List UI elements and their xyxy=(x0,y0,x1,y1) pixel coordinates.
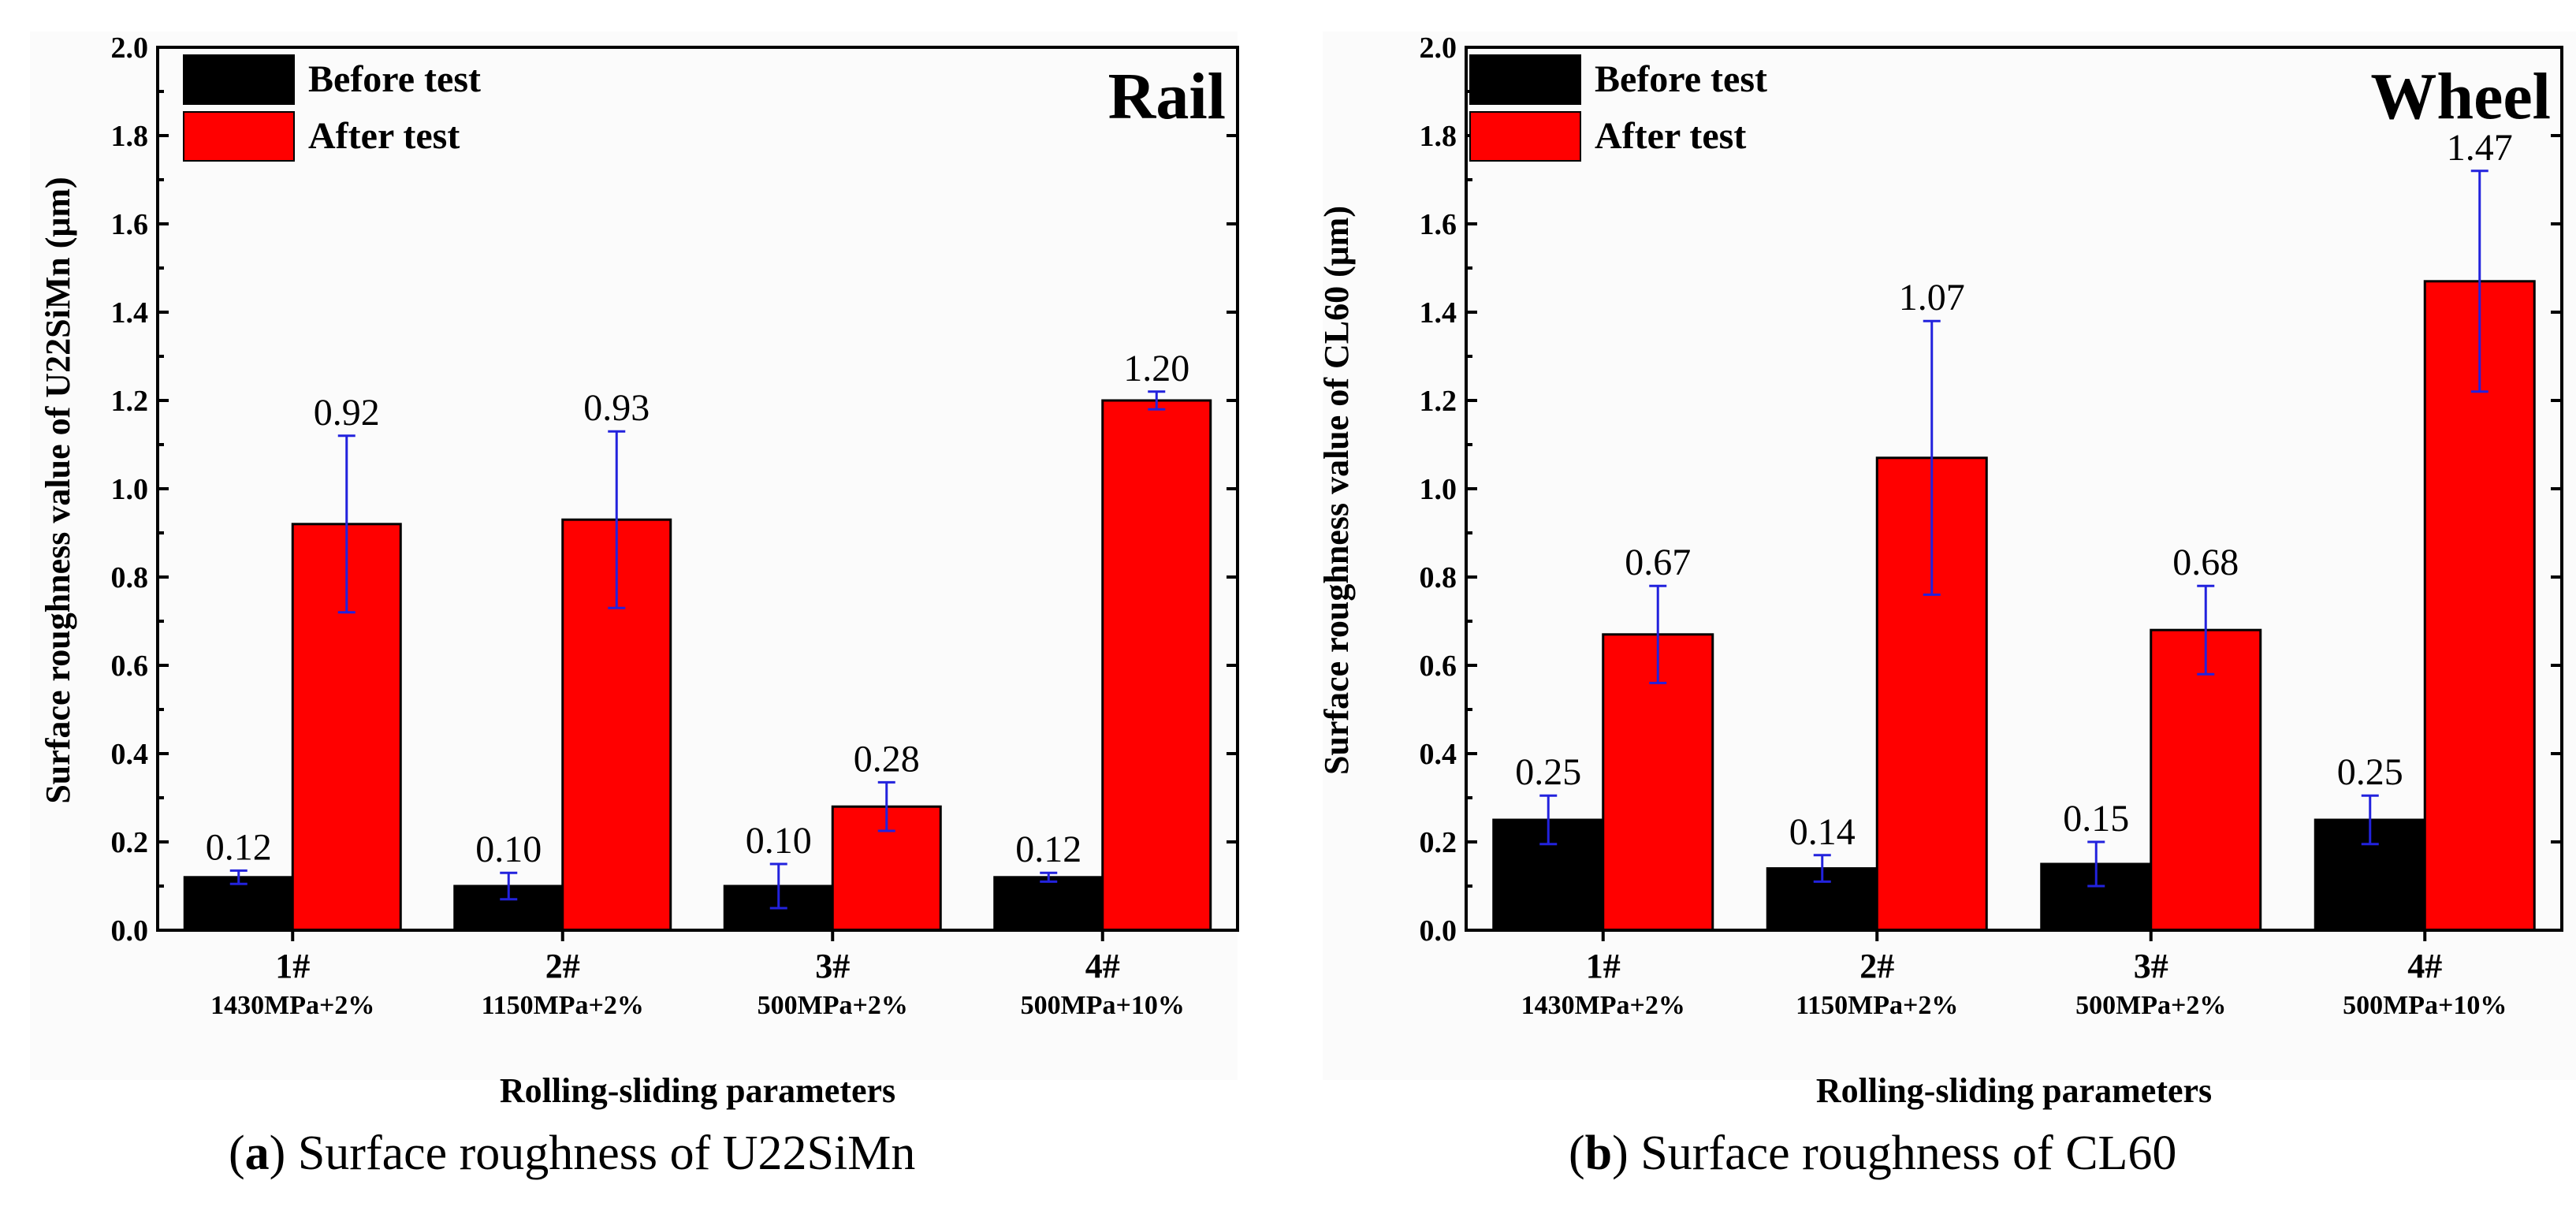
x-tick-label: 3# xyxy=(815,947,850,985)
y-tick-label: 1.8 xyxy=(1420,120,1457,153)
y-tick-label: 0.6 xyxy=(1420,650,1457,683)
y-tick-label: 2.0 xyxy=(111,32,149,65)
bar-before-4 xyxy=(993,876,1104,932)
y-axis-label: Surface roughness value of CL60 (μm) xyxy=(1317,206,1356,775)
legend-swatch-before xyxy=(1469,54,1581,105)
bar-before-1 xyxy=(183,876,294,932)
plot-frame xyxy=(156,46,1239,932)
y-tick-label: 1.0 xyxy=(111,473,149,506)
data-label: 0.14 xyxy=(1789,811,1856,853)
data-label: 0.68 xyxy=(2172,542,2239,583)
caption-b-letter: b xyxy=(1584,1126,1613,1180)
data-label: 0.10 xyxy=(475,829,542,870)
y-tick-label: 1.0 xyxy=(1420,473,1457,506)
x-tick-sublabel: 1150MPa+2% xyxy=(1796,991,1958,1020)
x-tick-label: 2# xyxy=(545,947,580,985)
x-tick-sublabel: 1150MPa+2% xyxy=(482,991,644,1020)
x-axis-label: Rolling-sliding parameters xyxy=(500,1071,895,1110)
x-tick-sublabel: 500MPa+2% xyxy=(758,991,908,1020)
data-label: 0.12 xyxy=(206,826,272,868)
data-label: 0.93 xyxy=(583,387,650,429)
y-tick-label: 0.6 xyxy=(111,650,149,683)
legend-swatch-after xyxy=(1469,111,1581,162)
data-label: 0.10 xyxy=(746,820,812,862)
bar-after-3 xyxy=(2150,628,2262,932)
x-tick-label: 4# xyxy=(2407,947,2442,985)
x-tick-label: 4# xyxy=(1085,947,1120,985)
y-tick-label: 1.8 xyxy=(111,120,149,153)
y-tick-label: 0.2 xyxy=(111,826,149,859)
data-label: 1.07 xyxy=(1899,277,1965,318)
panel-wheel: 0.25 0.14 0.15 0.25 0.67 1.07 0.68 1.47 0.0 0.2 0.… xyxy=(1317,32,2576,1110)
x-tick-sublabel: 500MPa+10% xyxy=(2343,991,2507,1020)
x-tick-sublabel: 1430MPa+2% xyxy=(1521,991,1685,1020)
legend-swatch-before xyxy=(183,54,295,105)
chart-title: Wheel xyxy=(2370,60,2551,133)
legend-label-before: Before test xyxy=(1595,58,1767,100)
bar-after-4 xyxy=(1101,399,1212,932)
y-tick-label: 1.4 xyxy=(111,296,149,330)
x-tick-sublabel: 1430MPa+2% xyxy=(210,991,374,1020)
legend-label-after: After test xyxy=(308,115,460,157)
y-tick-label: 0.8 xyxy=(111,561,149,594)
x-tick-label: 1# xyxy=(1586,947,1621,985)
y-tick-label: 0.8 xyxy=(1420,561,1457,594)
caption-a-text: Surface roughness of U22SiMn xyxy=(285,1126,916,1180)
plot-frame xyxy=(1465,46,2563,932)
y-tick-label: 0.0 xyxy=(111,914,149,948)
legend-label-before: Before test xyxy=(308,58,481,100)
data-label: 0.28 xyxy=(854,738,920,780)
y-tick-label: 0.2 xyxy=(1420,826,1457,859)
legend-swatch-after xyxy=(183,111,295,162)
y-tick-label: 1.2 xyxy=(111,385,149,418)
data-label: 1.47 xyxy=(2447,127,2513,169)
chart-title: Rail xyxy=(1108,60,1226,133)
caption-a-letter: a xyxy=(244,1126,270,1180)
y-tick-label: 2.0 xyxy=(1420,32,1457,65)
caption-a: (a) Surface roughness of U22SiMn xyxy=(229,1126,916,1180)
x-tick-label: 2# xyxy=(1859,947,1894,985)
y-tick-label: 0.4 xyxy=(111,738,149,771)
data-label: 1.20 xyxy=(1123,348,1189,389)
data-label: 0.12 xyxy=(1015,829,1081,870)
data-label: 0.25 xyxy=(2337,751,2403,793)
data-label: 0.67 xyxy=(1625,542,1691,583)
panel-rail: 0.12 0.10 0.10 0.12 0.92 0.93 0.28 1.20 0.0 0.2 0.… xyxy=(30,32,1239,1110)
data-label: 0.25 xyxy=(1515,751,1581,793)
y-tick-label: 1.6 xyxy=(111,208,149,241)
y-tick-label: 0.4 xyxy=(1420,738,1457,771)
y-tick-label: 1.4 xyxy=(1420,296,1457,330)
y-tick-label: 1.6 xyxy=(1420,208,1457,241)
y-axis-label: Surface roughness value of U22SiMn (μm) xyxy=(39,177,77,803)
x-tick-sublabel: 500MPa+10% xyxy=(1021,991,1185,1020)
caption-b-text: Surface roughness of CL60 xyxy=(1628,1126,2177,1180)
data-label: 0.15 xyxy=(2063,798,2129,840)
y-tick-label: 0.0 xyxy=(1420,914,1457,948)
x-tick-label: 3# xyxy=(2134,947,2168,985)
legend-label-after: After test xyxy=(1595,115,1746,157)
data-label: 0.92 xyxy=(314,392,380,434)
x-tick-label: 1# xyxy=(275,947,310,985)
caption-b: (b) Surface roughness of CL60 xyxy=(1569,1126,2177,1180)
x-tick-sublabel: 500MPa+2% xyxy=(2075,991,2226,1020)
y-tick-label: 1.2 xyxy=(1420,385,1457,418)
x-axis-label: Rolling-sliding parameters xyxy=(1816,1071,2212,1110)
